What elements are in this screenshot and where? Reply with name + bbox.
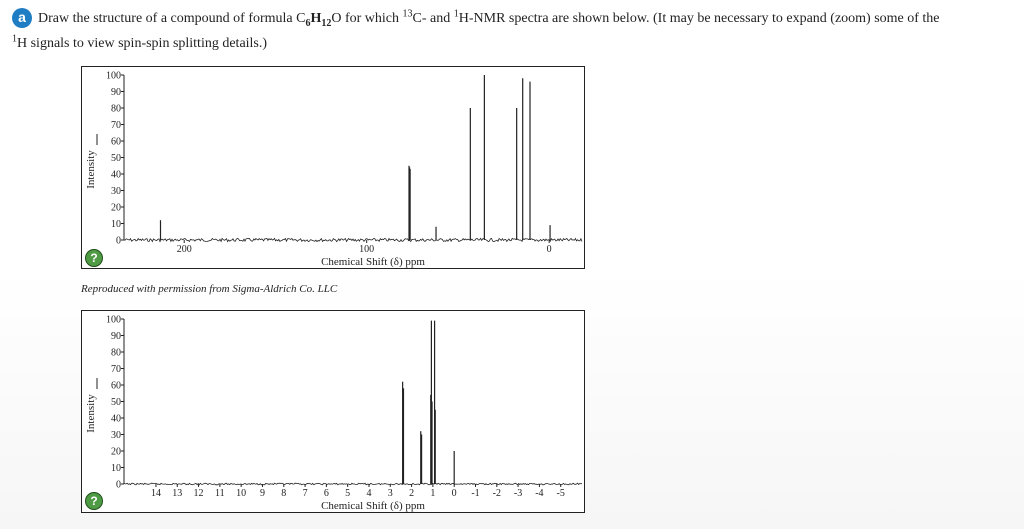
baseline (123, 482, 582, 486)
x-tick-label: 4 (366, 488, 371, 499)
y-axis-label: Intensity (85, 150, 97, 189)
formula-element: H (310, 11, 322, 26)
y-tick-label: 70 (111, 364, 121, 375)
x-tick-label: -5 (557, 488, 565, 499)
y-tick-label: 0 (116, 236, 121, 247)
x-tick-label: 12 (194, 488, 204, 499)
y-tick-label: 50 (111, 397, 121, 408)
y-tick-label: 0 (116, 480, 121, 491)
formula-subscript: 6 (305, 17, 311, 29)
y-tick-label: 10 (111, 463, 121, 474)
x-tick-label: 1 (430, 488, 435, 499)
x-tick-label: 13 (172, 488, 182, 499)
question-segment: Draw the structure of a compound of form… (38, 11, 306, 26)
y-tick-label: 80 (111, 104, 121, 115)
x-tick-label: 5 (345, 488, 350, 499)
x-tick-label: -2 (493, 488, 501, 499)
isotope-superscript: 13 (402, 8, 413, 20)
question-segment: H-NMR spectra are shown below. (It may b… (458, 11, 940, 26)
x-tick-label: 9 (260, 488, 265, 499)
x-tick-label: 0 (547, 244, 552, 255)
question-line-1: Draw the structure of a compound of form… (38, 6, 1017, 31)
y-axis-label: Intensity (85, 394, 97, 433)
baseline (123, 237, 583, 243)
y-tick-label: 30 (111, 430, 121, 441)
x-tick-label: 8 (281, 488, 286, 499)
y-tick-label: 60 (111, 381, 121, 392)
question-segment: O for which (331, 11, 403, 26)
x-tick-label: 200 (177, 244, 192, 255)
y-tick-label: 60 (111, 137, 121, 148)
y-tick-label: 20 (111, 203, 121, 214)
question-segment: C- and (412, 11, 454, 26)
help-button[interactable]: ? (85, 249, 103, 267)
c13-nmr-panel: 0 10 20 30 40 50 60 70 80 90 100 Intensity 200 100 0 Ch… (81, 66, 585, 269)
x-tick-label: -3 (514, 488, 522, 499)
x-tick-label: 100 (359, 244, 374, 255)
x-tick-label: -1 (471, 488, 479, 499)
part-badge: a (12, 8, 32, 28)
x-axis-label: Chemical Shift (δ) ppm (321, 256, 425, 268)
y-tick-label: 90 (111, 87, 121, 98)
x-tick-label: 11 (215, 488, 225, 499)
question-line-2: 1H signals to view spin-spin splitting d… (12, 31, 1017, 56)
question-text: a Draw the structure of a compound of fo… (12, 6, 1017, 56)
x-tick-label: -4 (535, 488, 543, 499)
y-tick-label: 80 (111, 348, 121, 359)
h1-nmr-panel: 0 10 20 30 40 50 60 70 80 90 100 Intensity 14 13 12 11 1… (81, 310, 585, 513)
x-tick-label: 2 (409, 488, 414, 499)
x-tick-label: 10 (236, 488, 246, 499)
y-tick-label: 50 (111, 153, 121, 164)
y-tick-label: 90 (111, 331, 121, 342)
isotope-superscript: 1 (453, 8, 459, 20)
x-tick-label: 6 (324, 488, 329, 499)
y-tick-label: 40 (111, 414, 121, 425)
formula-subscript: 12 (321, 17, 332, 29)
y-tick-label: 10 (111, 219, 121, 230)
x-tick-label: 7 (303, 488, 308, 499)
y-tick-label: 100 (106, 315, 121, 326)
isotope-superscript: 1 (12, 33, 17, 45)
credit-text: Reproduced with permission from Sigma-Al… (81, 283, 338, 295)
help-button[interactable]: ? (85, 492, 103, 510)
x-tick-label: 14 (151, 488, 161, 499)
y-tick-label: 20 (111, 447, 121, 458)
y-tick-label: 70 (111, 120, 121, 131)
x-tick-label: 3 (388, 488, 393, 499)
y-tick-label: 100 (106, 71, 121, 82)
c13-nmr-spectrum: 0 10 20 30 40 50 60 70 80 90 100 Intensity 200 100 0 Ch… (85, 71, 583, 268)
x-axis-label: Chemical Shift (δ) ppm (321, 500, 425, 512)
y-tick-label: 30 (111, 186, 121, 197)
x-tick-label: 0 (452, 488, 457, 499)
question-segment: H signals to view spin-spin splitting de… (17, 36, 268, 51)
y-tick-label: 40 (111, 170, 121, 181)
